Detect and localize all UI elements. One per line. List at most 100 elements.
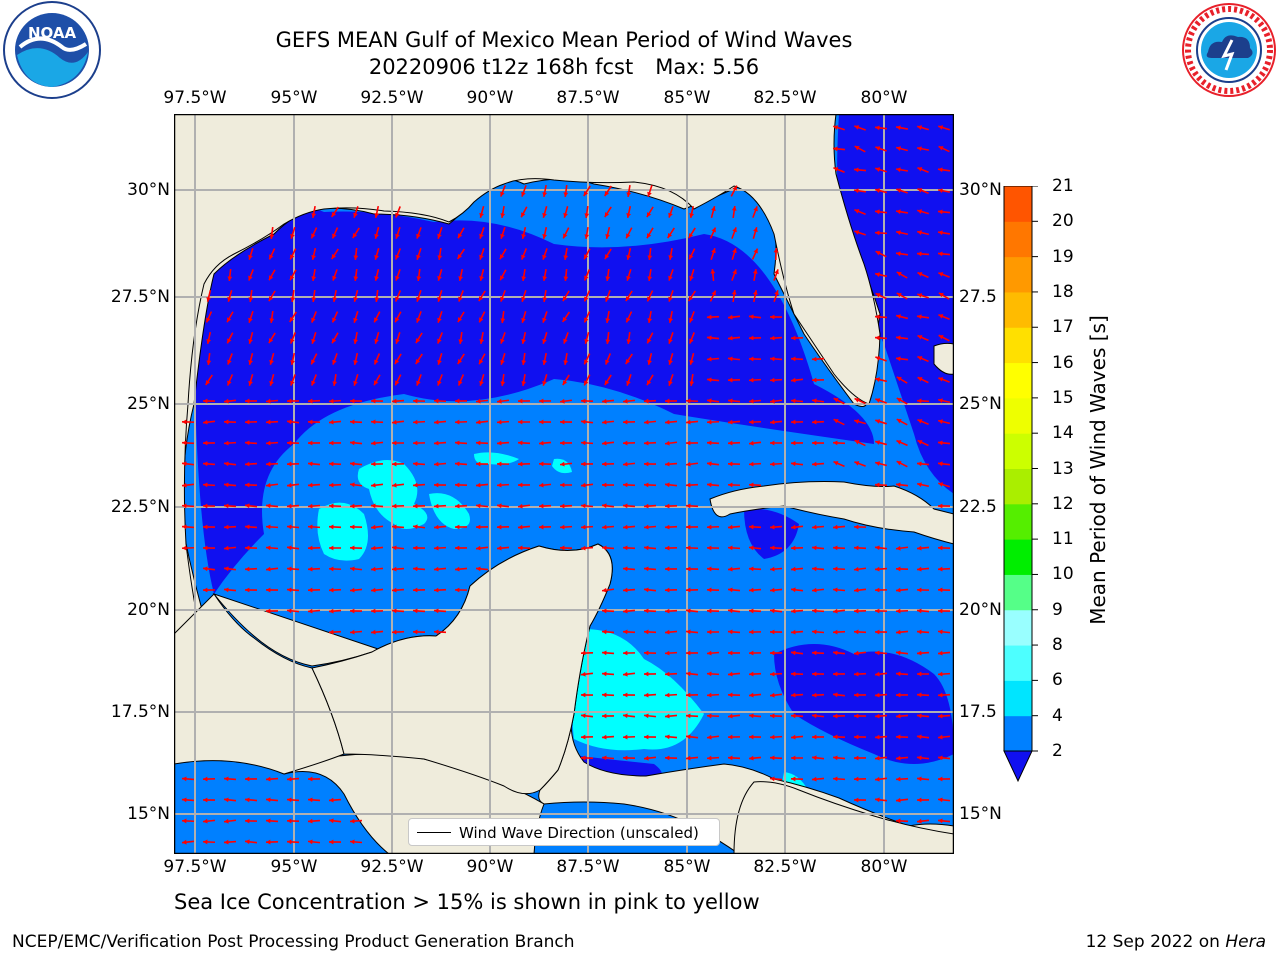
wave-arrow <box>938 314 950 320</box>
wave-arrow <box>353 331 359 345</box>
wave-arrow <box>328 839 342 845</box>
wave-arrow <box>454 440 468 446</box>
wave-arrow <box>874 377 888 383</box>
wave-arrow <box>265 524 279 530</box>
wave-arrow <box>289 248 297 260</box>
wave-arrow <box>664 671 678 677</box>
wave-arrow <box>895 587 909 593</box>
wave-arrow <box>685 503 699 509</box>
lon-label-top: 80°W <box>860 88 908 108</box>
wave-arrow <box>833 460 845 468</box>
wave-arrow <box>202 440 216 446</box>
wave-arrow <box>563 247 569 261</box>
wave-arrow <box>937 419 951 425</box>
wave-arrow <box>706 335 720 341</box>
colorbar-band <box>1004 539 1032 575</box>
wave-arrow <box>206 331 212 345</box>
wave-arrow <box>307 398 321 404</box>
wave-arrow <box>538 461 552 467</box>
wave-arrow <box>832 524 846 530</box>
wave-arrow <box>643 461 657 467</box>
wave-arrow <box>769 314 783 320</box>
wave-arrow <box>769 713 783 719</box>
wave-arrow <box>559 440 573 446</box>
wave-arrow <box>584 332 590 344</box>
wave-arrow <box>265 440 279 446</box>
wave-arrow <box>454 566 468 572</box>
wave-arrow <box>769 461 783 467</box>
wave-arrow <box>307 587 321 593</box>
wave-arrow <box>370 587 384 593</box>
wave-arrow <box>626 331 632 345</box>
wave-arrow <box>874 461 888 467</box>
wave-arrow <box>205 311 213 323</box>
wave-arrow <box>265 608 279 614</box>
wave-arrow <box>916 755 930 761</box>
wave-arrow <box>790 461 804 467</box>
wave-arrow <box>895 482 909 488</box>
wave-arrow <box>583 269 591 281</box>
wave-arrow <box>896 292 908 300</box>
wave-arrow <box>328 566 342 572</box>
wave-arrow <box>731 289 737 303</box>
wave-arrow <box>416 268 422 282</box>
wave-arrow <box>457 374 465 386</box>
wave-arrow <box>244 545 258 551</box>
wave-arrow <box>265 545 279 551</box>
wave-arrow <box>916 251 930 257</box>
wave-arrow <box>938 145 950 153</box>
footer-date: 12 Sep 2022 on <box>1085 932 1220 952</box>
wave-arrow <box>731 205 737 219</box>
wave-arrow <box>646 332 654 344</box>
wave-arrow <box>311 205 317 219</box>
wave-arrow <box>244 587 258 593</box>
wave-arrow <box>265 398 279 404</box>
wave-arrow <box>748 461 762 467</box>
lon-label-top: 97.5°W <box>163 88 227 108</box>
wave-arrow <box>895 146 909 152</box>
map-legend: Wind Wave Direction (unscaled) <box>408 818 720 846</box>
wave-arrow <box>391 545 405 551</box>
wave-arrow <box>604 206 612 218</box>
wave-arrow <box>769 755 783 761</box>
wave-arrow <box>433 503 447 509</box>
wave-arrow <box>265 461 279 467</box>
wave-arrow <box>370 629 384 635</box>
wave-arrow <box>202 839 216 845</box>
wave-arrow <box>938 482 950 488</box>
wave-arrow <box>457 311 465 323</box>
wave-arrow <box>286 566 300 572</box>
wave-arrow <box>854 397 866 405</box>
wave-arrow <box>664 545 678 551</box>
wave-arrow <box>289 311 297 323</box>
wave-arrow <box>874 566 888 572</box>
wave-arrow <box>268 332 276 344</box>
wave-arrow <box>937 587 951 593</box>
wave-arrow <box>601 608 615 614</box>
wave-arrow <box>685 671 699 677</box>
wave-arrow <box>874 629 888 635</box>
wave-arrow <box>790 419 804 425</box>
wave-arrow <box>328 461 342 467</box>
wave-arrow <box>580 419 594 425</box>
wave-arrow <box>916 566 930 572</box>
colorbar-tick-label: 18 <box>1052 281 1074 302</box>
wave-arrow <box>370 545 384 551</box>
wave-arrow <box>854 439 866 447</box>
wave-arrow <box>832 440 846 446</box>
wave-arrow <box>685 461 699 467</box>
wave-arrow <box>664 461 678 467</box>
wave-arrow <box>937 188 951 194</box>
lat-label-left: 20°N <box>127 600 170 620</box>
wave-arrow <box>853 167 867 173</box>
wave-arrow <box>937 776 951 782</box>
wave-arrow <box>290 289 296 303</box>
wave-arrow <box>874 755 888 761</box>
wave-arrow <box>874 734 888 740</box>
wave-arrow <box>269 226 275 240</box>
wave-arrow <box>202 482 216 488</box>
wave-arrow <box>580 482 594 488</box>
wave-arrow <box>622 692 636 698</box>
wave-arrow <box>223 398 237 404</box>
wave-arrow <box>664 713 678 719</box>
